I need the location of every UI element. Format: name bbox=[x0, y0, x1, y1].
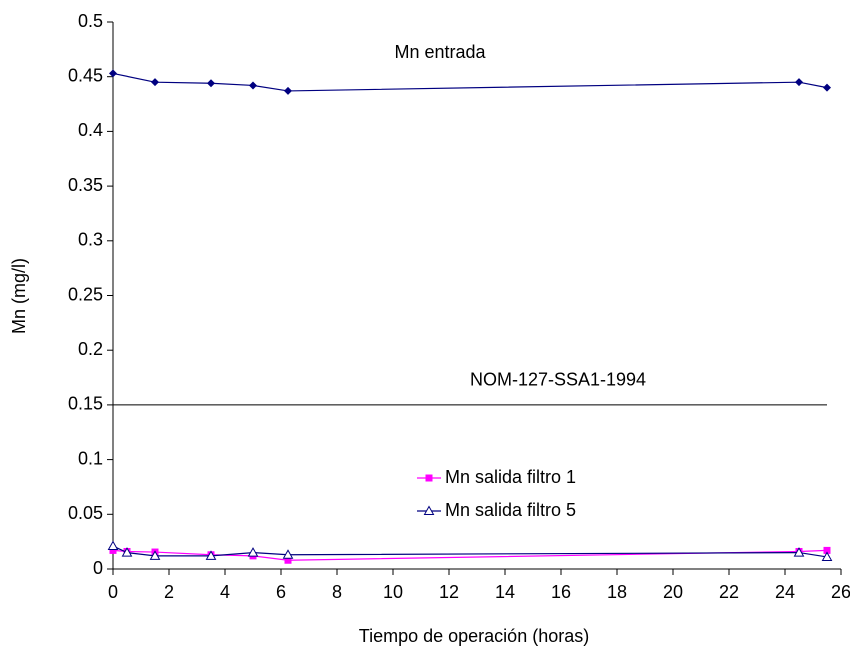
y-tick-label: 0.35 bbox=[68, 175, 103, 195]
y-tick-label: 0.05 bbox=[68, 503, 103, 523]
series-line bbox=[112, 72, 828, 92]
y-tick-label: 0.4 bbox=[78, 120, 103, 140]
x-tick-label: 14 bbox=[495, 582, 515, 602]
y-tick-label: 0.5 bbox=[78, 11, 103, 31]
x-tick-label: 4 bbox=[220, 582, 230, 602]
x-tick-label: 10 bbox=[383, 582, 403, 602]
y-tick-label: 0.15 bbox=[68, 394, 103, 414]
triangle-marker bbox=[821, 551, 833, 561]
x-tick-label: 20 bbox=[663, 582, 683, 602]
x-tick-label: 16 bbox=[551, 582, 571, 602]
triangle-marker bbox=[423, 505, 435, 515]
x-tick-label: 24 bbox=[775, 582, 795, 602]
triangle-marker bbox=[121, 547, 133, 557]
x-axis-label: Tiempo de operación (horas) bbox=[359, 626, 589, 646]
square-marker bbox=[425, 474, 433, 482]
triangle-marker bbox=[149, 550, 161, 560]
diamond-marker bbox=[284, 86, 292, 95]
y-tick-label: 0.25 bbox=[68, 284, 103, 304]
triangle-marker bbox=[107, 540, 119, 551]
triangle-marker bbox=[205, 550, 217, 560]
triangle-marker bbox=[793, 547, 805, 557]
diamond-marker bbox=[823, 83, 831, 92]
x-tick-label: 8 bbox=[332, 582, 342, 602]
diamond-marker bbox=[151, 78, 159, 87]
x-tick-label: 0 bbox=[108, 582, 118, 602]
legend-label: Mn salida filtro 1 bbox=[445, 467, 576, 487]
square-marker bbox=[823, 546, 831, 554]
series-line bbox=[112, 545, 828, 558]
x-tick-label: 6 bbox=[276, 582, 286, 602]
diamond-marker bbox=[109, 69, 117, 78]
y-tick-label: 0.3 bbox=[78, 230, 103, 250]
series-annotation: Mn entrada bbox=[394, 42, 486, 62]
diamond-marker bbox=[249, 81, 257, 90]
y-tick-label: 0.1 bbox=[78, 448, 103, 468]
y-axis-label: Mn (mg/l) bbox=[9, 258, 29, 334]
y-tick-label: 0.2 bbox=[78, 339, 103, 359]
diamond-marker bbox=[795, 78, 803, 87]
x-tick-label: 22 bbox=[719, 582, 739, 602]
x-tick-label: 2 bbox=[164, 582, 174, 602]
diamond-marker bbox=[207, 79, 215, 88]
legend-label: Mn salida filtro 5 bbox=[445, 500, 576, 520]
x-tick-label: 18 bbox=[607, 582, 627, 602]
triangle-marker bbox=[282, 549, 294, 559]
square-marker bbox=[109, 546, 117, 554]
square-marker bbox=[284, 556, 292, 564]
triangle-marker bbox=[247, 547, 259, 557]
y-tick-label: 0.45 bbox=[68, 65, 103, 85]
x-tick-label: 26 bbox=[831, 582, 850, 602]
reference-label: NOM-127-SSA1-1994 bbox=[470, 370, 646, 390]
x-tick-label: 12 bbox=[439, 582, 459, 602]
y-tick-label: 0 bbox=[93, 558, 103, 578]
